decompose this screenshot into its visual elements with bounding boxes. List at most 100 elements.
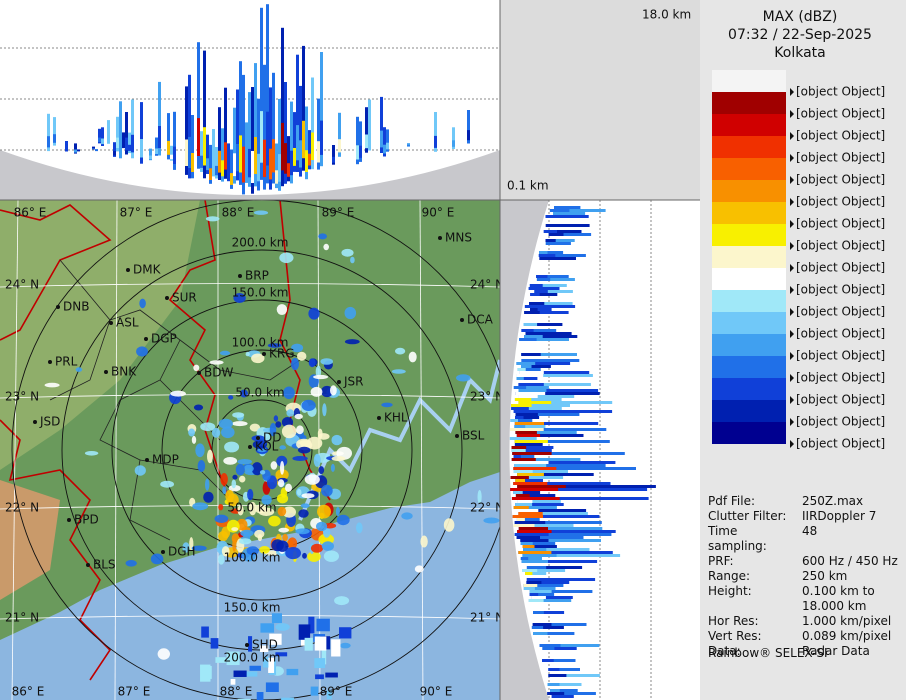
echo-row	[520, 542, 556, 545]
echo-core	[547, 683, 560, 686]
echo-core	[510, 488, 559, 491]
legend-swatch	[712, 92, 786, 114]
echo	[205, 478, 210, 491]
echo-row	[543, 230, 582, 233]
echo	[210, 638, 219, 649]
echo-core	[518, 401, 552, 404]
echo	[251, 462, 263, 476]
echo	[321, 385, 333, 398]
echo	[224, 441, 240, 453]
echo	[248, 636, 253, 652]
echo-column	[245, 122, 248, 183]
echo	[477, 490, 482, 504]
echo-row	[526, 566, 583, 569]
echo-core	[517, 500, 533, 503]
echo-core	[530, 308, 538, 311]
echo-core	[515, 416, 524, 419]
radar-views: 18.0 km 0.1 km 86° E 86° E 87° E 87° E 88° E…	[0, 0, 700, 700]
echo-core	[509, 437, 520, 440]
info-value: 250Z.max	[802, 494, 864, 508]
info-row: Hor Res: 1.000 km/pixel	[708, 614, 906, 629]
echo	[331, 639, 341, 657]
echo	[245, 351, 250, 357]
echo-core	[128, 144, 131, 151]
echo	[483, 517, 500, 524]
echo	[321, 484, 333, 497]
echo-core	[531, 626, 544, 629]
echo-core	[521, 329, 534, 332]
echo-row	[528, 287, 560, 290]
echo-column	[191, 115, 194, 179]
echo	[188, 428, 196, 437]
echo	[281, 424, 297, 439]
echo-column	[281, 27, 284, 187]
echo-core	[92, 148, 95, 150]
echo	[307, 551, 321, 562]
echo	[275, 652, 288, 657]
echo-row	[531, 596, 573, 599]
echo	[218, 418, 233, 429]
echo-core	[513, 482, 548, 485]
echo-row	[521, 365, 551, 368]
echo	[261, 439, 267, 446]
echo-core	[548, 668, 560, 671]
echo-row	[545, 242, 571, 245]
echo-core	[221, 160, 224, 177]
color-legend: [object Object] [object Object] [object Ob…	[712, 70, 885, 451]
info-row: PRF: 600 Hz / 450 Hz	[708, 554, 906, 569]
echo	[302, 552, 307, 559]
legend-arrow	[790, 352, 794, 360]
echo-row	[529, 284, 567, 287]
city-dot	[86, 563, 90, 567]
city-dot	[455, 434, 459, 438]
echo	[294, 413, 303, 420]
echo-core	[254, 137, 257, 174]
echo	[281, 697, 294, 700]
echo-column	[368, 99, 371, 151]
top-profile-echoes	[47, 4, 470, 195]
legend-swatch	[712, 158, 786, 180]
echo	[273, 415, 279, 422]
echo-core	[308, 153, 311, 166]
echo-column	[320, 52, 323, 167]
echo-core	[523, 548, 547, 551]
echo	[265, 682, 279, 692]
echo-column	[302, 45, 305, 171]
lon-label: 88° E	[220, 685, 253, 699]
lat-label: 24° N	[5, 278, 39, 292]
legend-arrow	[790, 440, 794, 448]
echo	[260, 645, 269, 653]
city-label: DD	[263, 431, 281, 445]
echo	[228, 485, 241, 492]
echo	[395, 347, 406, 355]
echo-core	[512, 461, 549, 464]
city-label: KRG	[269, 347, 295, 361]
legend-arrow	[790, 242, 794, 250]
city-label: DGP	[151, 332, 177, 346]
echo	[193, 364, 200, 371]
echo-core	[521, 359, 542, 362]
city-dot	[245, 643, 249, 647]
echo-core	[539, 644, 561, 647]
echo	[134, 465, 146, 476]
echo-core	[532, 623, 552, 626]
echo	[296, 489, 302, 496]
legend-arrow	[790, 308, 794, 316]
echo	[221, 426, 235, 439]
range-label: 100.0 km	[224, 551, 281, 565]
map: 86° E 86° E 87° E 87° E 88° E 88° E 89° E 89° E…	[0, 200, 500, 700]
echo-row	[520, 539, 601, 542]
echo-core	[526, 566, 547, 569]
echo	[268, 657, 275, 673]
info-row: Height: 0.100 km to 18.000 km	[708, 584, 906, 614]
echo-row	[516, 434, 584, 437]
echo	[205, 216, 220, 222]
echo	[401, 512, 413, 520]
echo-row	[513, 506, 557, 509]
echo-core	[131, 134, 134, 153]
echo	[291, 343, 304, 353]
echo	[318, 466, 325, 475]
echo-row	[545, 224, 590, 227]
echo-column	[128, 132, 131, 154]
legend-arrow	[790, 110, 794, 118]
